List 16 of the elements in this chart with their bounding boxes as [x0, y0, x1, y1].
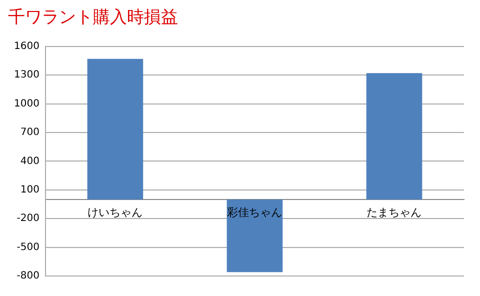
- y-tick-label: -800: [16, 270, 40, 282]
- x-tick-label: けいちゃん: [88, 206, 143, 219]
- bar: [87, 58, 144, 200]
- y-tick-label: -200: [16, 213, 40, 224]
- bar: [226, 199, 283, 272]
- y-tick-label: 1300: [14, 70, 40, 81]
- bar: [366, 73, 422, 200]
- y-tick-label: 700: [20, 127, 40, 138]
- x-tick-label: 彩佳ちゃん: [227, 206, 282, 219]
- x-tick-label: たまちゃん: [366, 206, 422, 219]
- y-tick-label: 1600: [14, 40, 40, 52]
- chart-title: 千ワラント購入時損益: [8, 8, 178, 28]
- y-tick-label: 100: [20, 184, 40, 196]
- y-tick-label: -500: [16, 242, 40, 253]
- y-tick-label: 400: [20, 156, 40, 167]
- y-tick-label: 1000: [14, 98, 40, 110]
